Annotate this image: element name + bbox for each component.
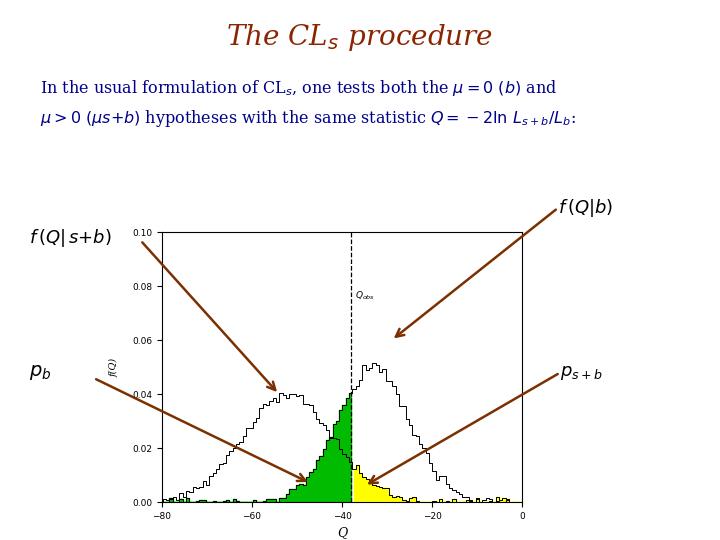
Text: $f\,(Q|b)$: $f\,(Q|b)$: [558, 197, 613, 219]
Text: $f\,(Q|\,s{+}b)$: $f\,(Q|\,s{+}b)$: [29, 227, 112, 248]
Text: In the usual formulation of CL$_s$, one tests both the $\mu = 0$ $(b)$ and: In the usual formulation of CL$_s$, one …: [40, 78, 557, 98]
Text: $Q_{obs}$: $Q_{obs}$: [355, 290, 374, 302]
Text: $p_{s+b}$: $p_{s+b}$: [560, 363, 603, 382]
X-axis label: Q: Q: [337, 526, 347, 539]
Y-axis label: f(Q): f(Q): [109, 357, 119, 377]
Text: $\mu > 0$ $(\mu s{+}b)$ hypotheses with the same statistic $Q = -2\ln\, L_{s+b}/: $\mu > 0$ $(\mu s{+}b)$ hypotheses with …: [40, 108, 575, 129]
Text: The CL$_s$ procedure: The CL$_s$ procedure: [227, 22, 493, 52]
Text: $p_b$: $p_b$: [29, 363, 51, 382]
